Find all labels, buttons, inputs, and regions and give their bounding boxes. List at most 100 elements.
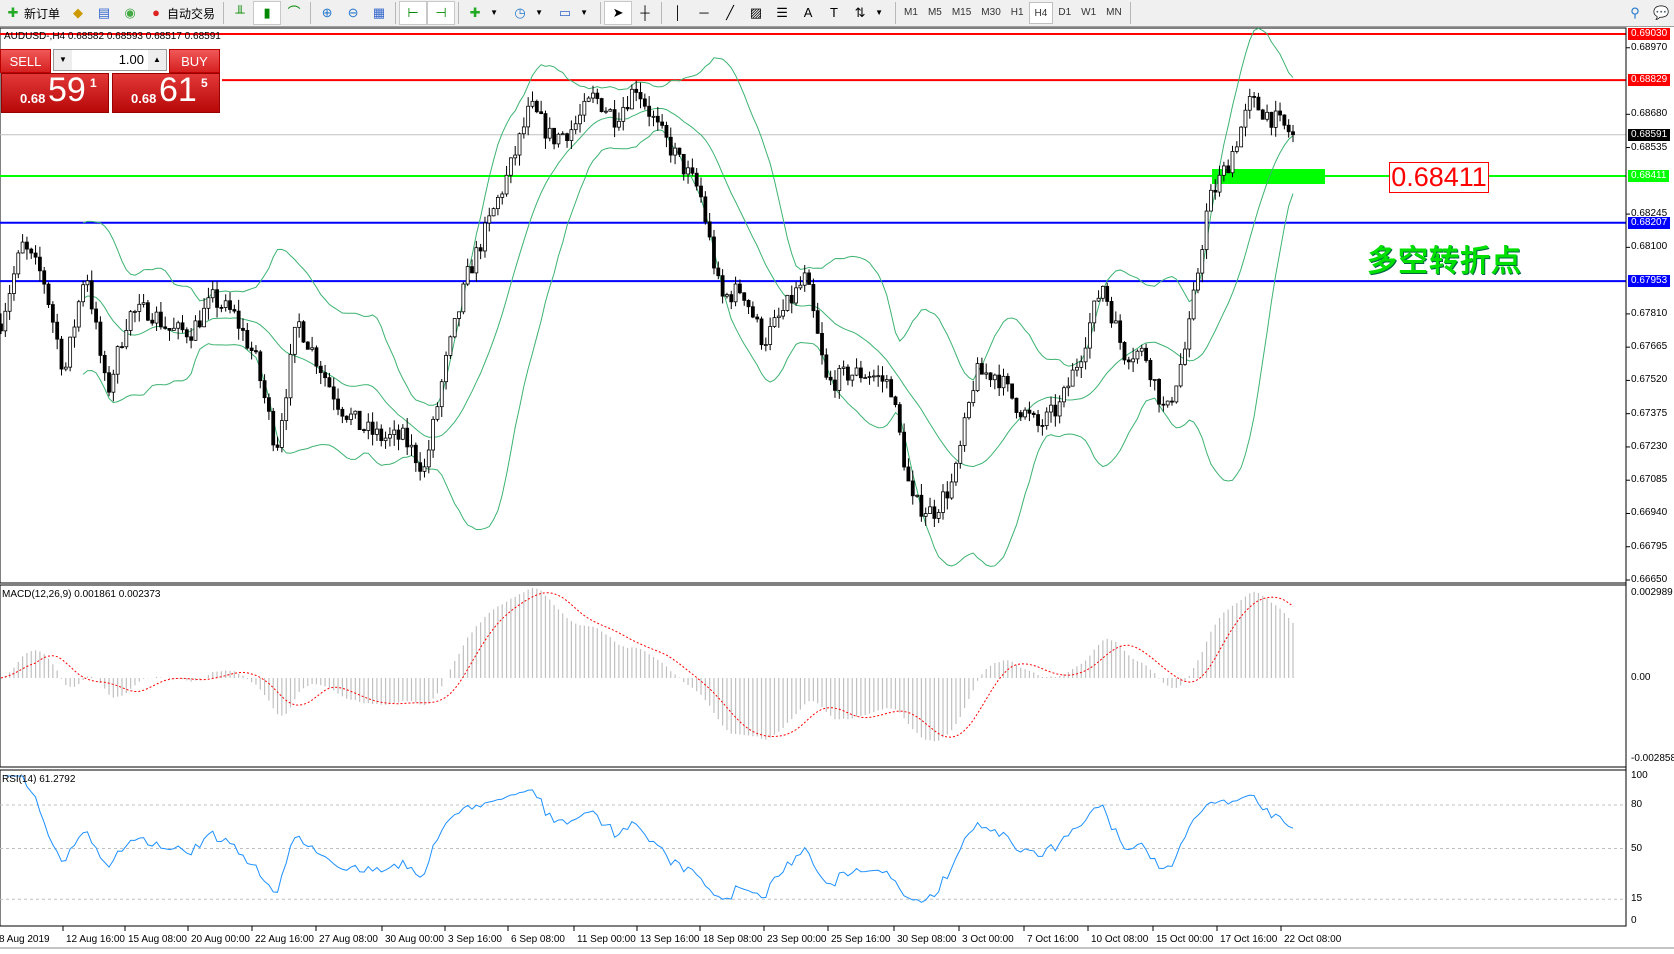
candle <box>846 366 850 381</box>
candle <box>763 344 768 346</box>
candle <box>180 322 185 331</box>
candle <box>573 123 578 131</box>
add-indicator-icon: ✚ <box>469 5 481 20</box>
indicators-button[interactable]: ✚ ▼ <box>462 1 507 25</box>
channel-button[interactable]: ▨ <box>743 1 769 25</box>
price-label-annotation[interactable]: 0.68411 <box>1389 162 1489 193</box>
crosshair-button[interactable]: ┼ <box>632 1 658 25</box>
candle <box>694 172 699 187</box>
candle <box>681 153 686 175</box>
time-axis-label: 22 Oct 08:00 <box>1284 934 1342 945</box>
timeframe-m30[interactable]: M30 <box>981 7 1001 18</box>
candle <box>1139 347 1144 352</box>
search-button[interactable]: ⚲ <box>1622 1 1648 25</box>
candle <box>254 350 258 353</box>
cursor-icon: ➤ <box>612 5 624 20</box>
candle <box>1269 111 1274 128</box>
bollinger-upper-band <box>82 27 1294 406</box>
candle <box>508 157 513 176</box>
timeframe-w1[interactable]: W1 <box>1081 7 1097 18</box>
candle <box>738 283 742 294</box>
candle <box>85 280 90 286</box>
chart-shift-button[interactable]: ⊣ <box>427 1 456 25</box>
candle <box>1204 210 1209 251</box>
timeframe-mn[interactable]: MN <box>1106 7 1122 18</box>
candle <box>1066 385 1071 389</box>
candle <box>621 106 626 122</box>
candle <box>163 326 168 329</box>
candle <box>50 304 55 323</box>
candle <box>833 379 837 391</box>
zoom-out-button[interactable]: ⊖ <box>340 1 366 25</box>
candle <box>569 129 574 141</box>
time-axis-label: 10 Oct 08:00 <box>1091 934 1149 945</box>
one-click-trading-panel: SELL ▼ 1.00 ▲ BUY 0.68 59 1 0.68 61 5 <box>0 49 220 113</box>
volume-increase-button[interactable]: ▲ <box>148 50 166 70</box>
bar-chart-button[interactable]: ╨ <box>227 1 253 25</box>
fibonacci-button[interactable]: ☰ <box>769 1 795 25</box>
zoom-out-icon: ⊖ <box>347 5 359 20</box>
time-axis-label: 3 Oct 00:00 <box>962 934 1014 945</box>
signals-button[interactable]: ◉ <box>117 1 143 25</box>
candle <box>941 491 945 513</box>
candle <box>1005 375 1010 385</box>
bid-price-button[interactable]: 0.68 59 1 <box>1 71 109 113</box>
ask-price-button[interactable]: 0.68 61 5 <box>112 71 220 113</box>
candle <box>340 408 345 417</box>
periods-button[interactable]: ◷ ▼ <box>507 1 552 25</box>
chevron-down-icon: ▼ <box>875 8 883 17</box>
new-order-button[interactable]: ✚ 新订单 <box>0 1 65 25</box>
candle <box>897 404 902 433</box>
market-watch-button[interactable]: ◆ <box>65 1 91 25</box>
timeframe-m15[interactable]: M15 <box>951 7 972 18</box>
candle <box>802 272 807 286</box>
volume-input[interactable]: 1.00 <box>118 52 144 67</box>
price-axis-label: 0.67085 <box>1631 474 1668 486</box>
text-annotation[interactable]: 多空转折点 <box>1367 244 1522 279</box>
candle <box>776 315 781 319</box>
candle <box>46 283 51 305</box>
timeframe-d1[interactable]: D1 <box>1058 7 1072 18</box>
price-axis-label: 0.67375 <box>1631 407 1668 419</box>
timeframe-h4[interactable]: H4 <box>1028 2 1054 24</box>
time-axis-label: 15 Aug 08:00 <box>128 934 187 945</box>
volume-decrease-button[interactable]: ▼ <box>54 50 72 70</box>
candle <box>1170 400 1174 403</box>
candle <box>949 481 954 499</box>
navigator-button[interactable]: ▤ <box>91 1 117 25</box>
candle <box>331 386 336 400</box>
zoom-in-button[interactable]: ⊕ <box>314 1 340 25</box>
cursor-button[interactable]: ➤ <box>604 1 633 25</box>
autoscroll-icon: ⊢ <box>407 5 419 20</box>
arrows-button[interactable]: ⇅ ▼ <box>847 1 892 25</box>
candle <box>1053 404 1058 417</box>
candle <box>1049 404 1053 413</box>
candle <box>1256 96 1261 111</box>
auto-trading-button[interactable]: ● 自动交易 <box>143 1 220 25</box>
tile-windows-button[interactable]: ▦ <box>366 1 392 25</box>
text-label-button[interactable]: T <box>821 1 847 25</box>
timeframe-m5[interactable]: M5 <box>927 7 942 18</box>
timeframe-m1[interactable]: M1 <box>904 7 918 18</box>
line-chart-button[interactable]: ⌒ <box>281 1 307 25</box>
candle <box>1152 378 1157 381</box>
price-axis-label: 0.68680 <box>1631 108 1668 120</box>
candle <box>474 247 479 274</box>
candle <box>1057 401 1062 417</box>
candle <box>1040 425 1045 427</box>
buy-button[interactable]: BUY <box>169 49 220 73</box>
text-button[interactable]: A <box>795 1 821 25</box>
chat-button[interactable]: 💬 <box>1648 1 1674 25</box>
candlestick-button[interactable]: ▮ <box>253 1 282 25</box>
candle <box>89 280 94 310</box>
autoscroll-button[interactable]: ⊢ <box>399 1 428 25</box>
vertical-line-button[interactable]: │ <box>665 1 691 25</box>
rsi-axis-label: 100 <box>1631 770 1648 781</box>
time-axis-label: 6 Sep 08:00 <box>511 934 565 945</box>
sell-button[interactable]: SELL <box>0 49 51 73</box>
trendline-button[interactable]: ╱ <box>717 1 743 25</box>
timeframe-h1[interactable]: H1 <box>1010 7 1024 18</box>
templates-button[interactable]: ▭ ▼ <box>552 1 597 25</box>
horizontal-line-button[interactable]: ─ <box>691 1 717 25</box>
